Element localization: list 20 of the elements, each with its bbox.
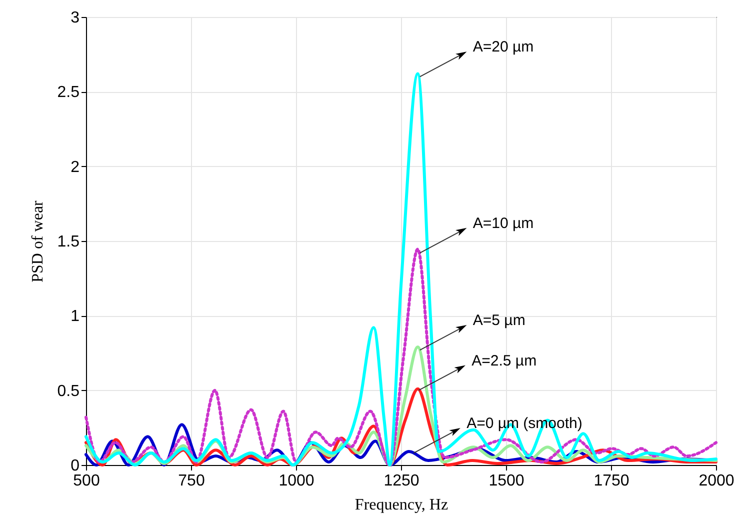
x-tick-label: 2000 [698,472,734,490]
annotation: A=20 µm [472,38,534,56]
x-tick-label: 1000 [278,472,314,490]
x-tick-label: 1250 [384,472,420,490]
y-tick-label: 0 [70,458,80,474]
x-tick-label: 1750 [594,472,630,490]
annotation: A=10 µm [472,214,534,232]
y-tick-label: 2.5 [57,84,80,102]
y-tick-label: 3 [70,10,80,26]
y-tick-label: 1.5 [57,234,80,250]
x-axis-title: Frequency, Hz [354,496,448,514]
y-tick-label: 2 [70,158,80,176]
x-tick-label: 750 [178,472,205,490]
y-tick-label: 1 [70,308,80,326]
annotation: A=2.5 µm [472,352,537,370]
y-tick-label: 0.5 [57,382,80,400]
y-axis-title: PSD of wear [29,200,46,282]
annotation: A=5 µm [472,312,526,330]
x-tick-label: 500 [73,472,100,490]
x-tick-label: 1500 [488,472,524,490]
